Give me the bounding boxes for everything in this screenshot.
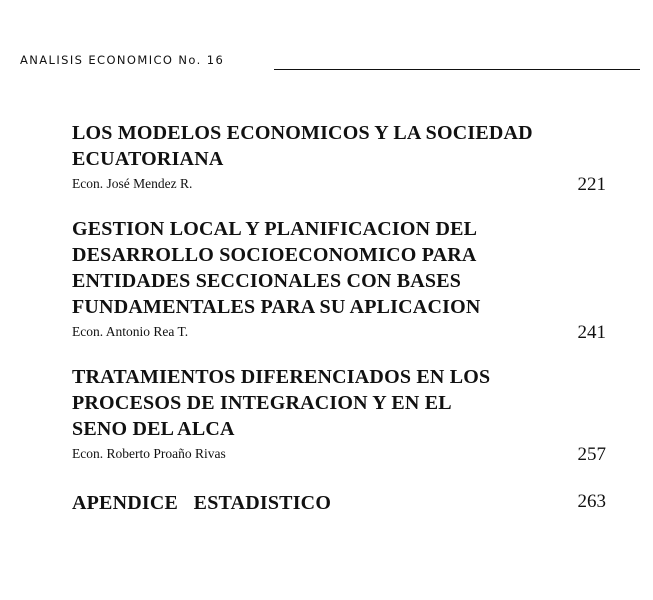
entry-title: GESTION LOCAL Y PLANIFICACION DEL DESARR… bbox=[72, 216, 606, 320]
title-line: PROCESOS DE INTEGRACION Y EN EL bbox=[72, 392, 452, 414]
header-rule bbox=[274, 69, 640, 70]
entry-page-number: 221 bbox=[577, 174, 607, 195]
title-line: ECUATORIANA bbox=[72, 148, 224, 170]
toc-entry: GESTION LOCAL Y PLANIFICACION DEL DESARR… bbox=[72, 216, 606, 344]
entry-title: TRATAMIENTOS DIFERENCIADOS EN LOS PROCES… bbox=[72, 364, 606, 442]
title-line: FUNDAMENTALES PARA SU APLICACION bbox=[72, 296, 481, 318]
journal-header-text: ANALISIS ECONOMICO No. 16 bbox=[20, 53, 225, 67]
entry-author: Econ. Roberto Proaño Rivas bbox=[72, 446, 226, 461]
title-line: GESTION LOCAL Y PLANIFICACION DEL bbox=[72, 218, 478, 240]
title-line: TRATAMIENTOS DIFERENCIADOS EN LOS bbox=[72, 366, 491, 388]
appendix-title: APENDICE ESTADISTICO bbox=[72, 492, 332, 514]
toc-entry: TRATAMIENTOS DIFERENCIADOS EN LOS PROCES… bbox=[72, 364, 606, 466]
toc-appendix-entry: APENDICE ESTADISTICO 263 bbox=[72, 490, 606, 520]
entry-title: LOS MODELOS ECONOMICOS Y LA SOCIEDAD ECU… bbox=[72, 120, 606, 172]
appendix-page-number: 263 bbox=[577, 491, 607, 512]
running-header: ANALISIS ECONOMICO No. 16 bbox=[20, 51, 640, 73]
entry-meta: Econ. Roberto Proaño Rivas 257 bbox=[72, 444, 606, 466]
toc-entry: LOS MODELOS ECONOMICOS Y LA SOCIEDAD ECU… bbox=[72, 120, 606, 196]
title-line: ENTIDADES SECCIONALES CON BASES bbox=[72, 270, 462, 292]
entry-meta: Econ. José Mendez R. 221 bbox=[72, 174, 606, 196]
title-line: DESARROLLO SOCIOECONOMICO PARA bbox=[72, 244, 477, 266]
entry-author: Econ. José Mendez R. bbox=[72, 176, 193, 191]
title-line: LOS MODELOS ECONOMICOS Y LA SOCIEDAD bbox=[72, 122, 533, 144]
entry-author: Econ. Antonio Rea T. bbox=[72, 324, 189, 339]
entry-meta: Econ. Antonio Rea T. 241 bbox=[72, 322, 606, 344]
entry-page-number: 241 bbox=[577, 322, 607, 343]
table-of-contents: LOS MODELOS ECONOMICOS Y LA SOCIEDAD ECU… bbox=[72, 120, 606, 520]
title-line: SENO DEL ALCA bbox=[72, 418, 235, 440]
entry-page-number: 257 bbox=[577, 444, 607, 465]
